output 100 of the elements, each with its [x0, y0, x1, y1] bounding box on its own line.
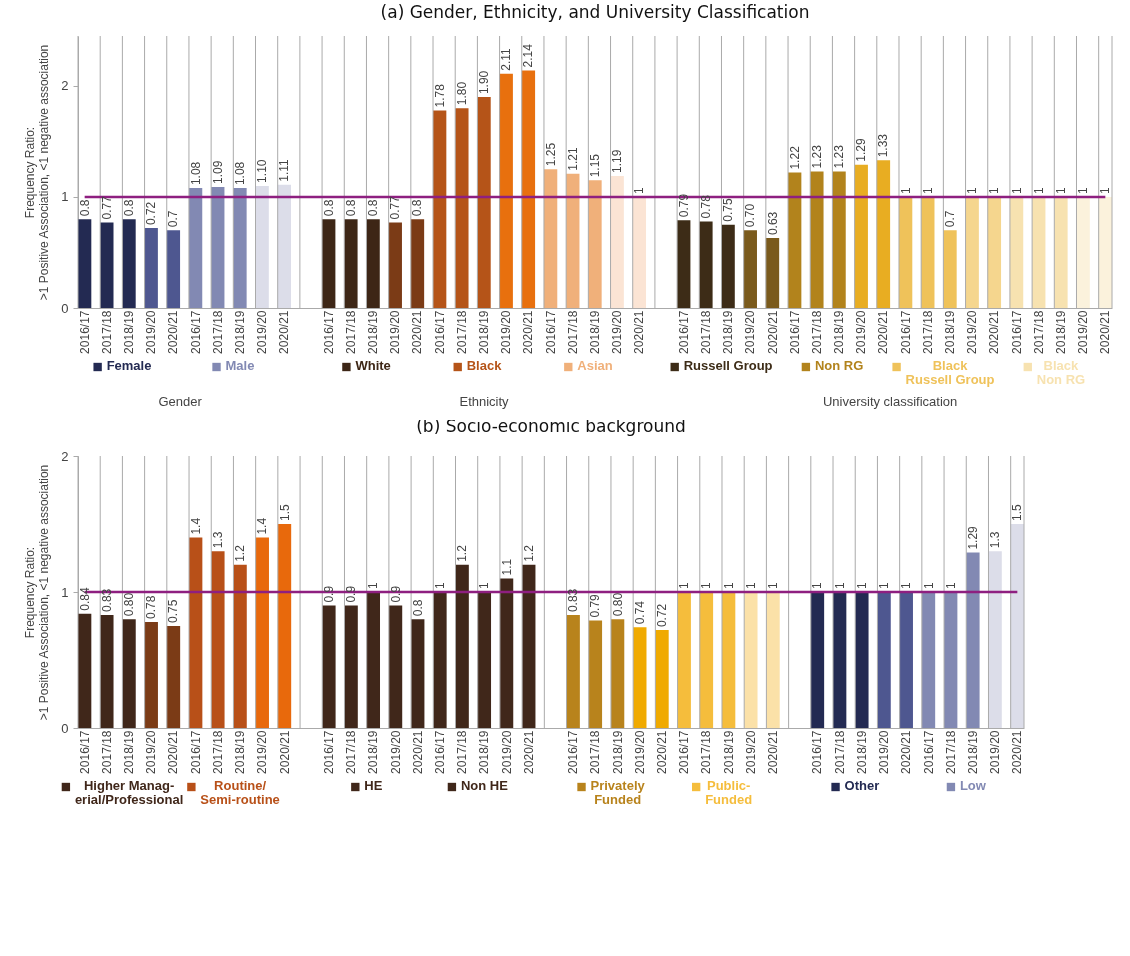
bar — [854, 164, 868, 308]
data-label: 1.2 — [233, 544, 248, 562]
x-tick-label: 2017/18 — [344, 730, 359, 774]
legend-label: Russell Group — [683, 358, 773, 373]
bar — [877, 592, 891, 728]
x-tick-label: 2016/17 — [787, 310, 802, 354]
bar — [677, 220, 691, 308]
data-label: 0.8 — [343, 199, 358, 217]
data-label: 1.15 — [588, 153, 602, 178]
x-tick-label: 2017/18 — [832, 730, 847, 774]
bar — [78, 613, 92, 728]
x-tick-label: 2020/21 — [766, 730, 781, 774]
x-tick-label: 2019/20 — [499, 730, 514, 774]
data-label: 0.77 — [99, 195, 114, 220]
bar — [477, 592, 492, 728]
y-axis-title: Frequency Ratio: >1 Positive Association, <1 negative association — [23, 464, 52, 721]
x-tick-label: 2016/17 — [188, 730, 203, 774]
bar — [277, 184, 292, 308]
x-tick-label: 2020/21 — [277, 730, 292, 774]
data-label: 1.1 — [499, 558, 514, 576]
y-tick-label: 1 — [61, 584, 69, 600]
data-label: 1 — [921, 582, 936, 589]
data-label: 0.72 — [655, 603, 670, 628]
data-label: 1 — [987, 186, 1002, 194]
bar — [588, 620, 603, 728]
bar — [610, 175, 624, 308]
x-tick-label: 2018/19 — [122, 730, 137, 774]
data-label: 0.74 — [632, 600, 647, 625]
x-tick-label: 2016/17 — [321, 310, 336, 354]
data-label: 1 — [1053, 186, 1068, 194]
bar — [1076, 196, 1090, 308]
data-label: 0.8 — [77, 199, 92, 217]
legend-label: Higher Manag- erial/Professional — [74, 778, 184, 807]
x-tick-label: 2016/17 — [1009, 310, 1024, 354]
bar — [677, 592, 691, 728]
data-label: 1 — [854, 582, 869, 589]
data-label: 0.75 — [166, 599, 181, 623]
x-tick-label: 2020/21 — [899, 730, 914, 774]
x-tick-label: 2016/17 — [321, 730, 336, 774]
text: University classification — [822, 394, 958, 409]
data-label: 1 — [877, 582, 892, 589]
x-tick-label: 2020/21 — [632, 310, 647, 354]
data-label: 1.23 — [809, 144, 824, 169]
x-tick-label: 2019/20 — [388, 730, 403, 774]
x-tick-label: 2018/19 — [721, 310, 736, 354]
bar — [211, 551, 225, 728]
x-tick-label: 2020/21 — [655, 730, 670, 774]
bar — [366, 219, 380, 308]
data-label: 1.23 — [832, 144, 847, 169]
legend-label: Privately Funded — [590, 778, 646, 807]
data-label: 0.77 — [388, 195, 403, 220]
bar — [632, 196, 647, 308]
bar — [1098, 196, 1112, 308]
data-label: 0.84 — [77, 587, 92, 611]
bar — [966, 552, 980, 728]
x-tick-label: 2017/18 — [809, 310, 824, 354]
bar — [1054, 196, 1068, 308]
data-label: 1.5 — [1010, 503, 1025, 521]
x-tick-label: 2020/21 — [521, 310, 536, 354]
x-tick-label: 2018/19 — [832, 310, 847, 354]
data-label: 0.8 — [122, 199, 137, 217]
x-tick-label: 2016/17 — [921, 730, 936, 774]
data-label: 1 — [810, 582, 825, 589]
bar — [322, 605, 336, 728]
legend-label: Routine/ Semi-routine — [200, 778, 280, 807]
y-tick-label: 2 — [61, 448, 69, 464]
bar — [655, 630, 669, 728]
x-tick-label: 2017/18 — [920, 310, 935, 354]
data-label: 2.14 — [521, 43, 536, 68]
data-label: 0.80 — [122, 592, 137, 617]
legend-label: Low — [959, 778, 987, 793]
x-tick-label: 2018/19 — [477, 730, 492, 774]
data-label: 0.8 — [410, 199, 425, 217]
data-label: 1 — [432, 582, 447, 589]
x-tick-label: 2019/20 — [255, 730, 270, 774]
x-tick-label: 2020/21 — [765, 310, 780, 354]
x-tick-label: 2017/18 — [699, 730, 714, 774]
x-tick-label: 2019/20 — [499, 310, 514, 354]
text: Black Russell Group — [905, 358, 995, 387]
y-tick-label: 2 — [61, 78, 69, 94]
bar — [233, 188, 247, 308]
data-label: 1 — [1009, 186, 1024, 194]
data-label: 1 — [965, 186, 980, 194]
legend-label: White — [355, 358, 391, 373]
x-tick-label: 2020/21 — [410, 310, 425, 354]
bar — [255, 185, 269, 308]
bar — [832, 171, 846, 308]
data-label: 1.4 — [255, 517, 270, 535]
bar — [743, 230, 757, 308]
data-label: 1.29 — [965, 525, 980, 550]
data-label: 1.80 — [454, 81, 469, 106]
data-label: 1 — [766, 582, 781, 589]
bar — [410, 219, 425, 308]
data-label: 1.08 — [232, 161, 247, 186]
x-tick-label: 2019/20 — [1076, 310, 1091, 354]
x-tick-label: 2020/21 — [987, 310, 1002, 354]
data-label: 1.3 — [988, 531, 1003, 549]
bar — [322, 219, 336, 308]
bar — [344, 219, 358, 308]
bar — [566, 615, 580, 728]
